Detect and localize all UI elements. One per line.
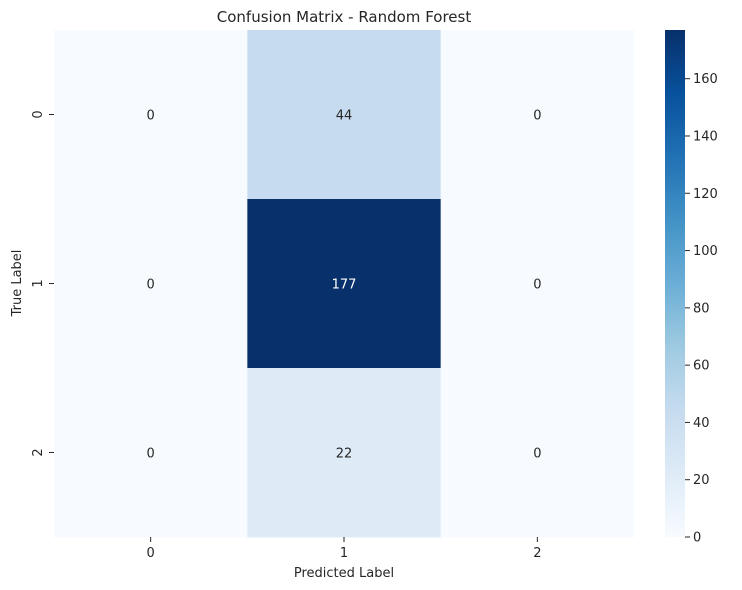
heatmap-cell-r1-c2 [440, 199, 635, 369]
colorbar: 0 20 40 60 80 100 120 140 160 [665, 30, 718, 546]
cell-value-r0-c1: 44 [336, 109, 353, 124]
colorbar-tick-label: 60 [693, 359, 710, 374]
heatmap-cell-r0-c1 [247, 30, 442, 200]
y-axis-label: True Label [10, 250, 25, 318]
chart-title: Confusion Matrix - Random Forest [217, 8, 472, 26]
cell-value-r0-c0: 0 [147, 109, 155, 124]
x-tick-label: 1 [340, 546, 348, 561]
cell-value-r0-c2: 0 [533, 109, 541, 124]
heatmap-cell-r2-c0 [54, 368, 248, 538]
cell-value-r1-c2: 0 [533, 278, 541, 293]
colorbar-tick-label: 20 [693, 473, 710, 488]
colorbar-ticks: 0 20 40 60 80 100 120 140 160 [685, 72, 718, 546]
colorbar-tick-label: 80 [693, 301, 710, 316]
x-tick-label: 2 [533, 546, 541, 561]
heatmap-cell-r0-c0 [54, 30, 248, 200]
heatmap-cell-r2-c1 [247, 368, 442, 538]
y-axis: 0 1 2 [31, 110, 54, 457]
y-tick-label: 2 [31, 448, 46, 456]
cell-value-r1-c0: 0 [147, 278, 155, 293]
x-axis-label: Predicted Label [294, 566, 394, 581]
cell-value-r1-c1: 177 [332, 278, 357, 293]
cell-value-r2-c0: 0 [147, 447, 155, 462]
y-tick-label: 1 [31, 279, 46, 287]
x-axis: 0 1 2 [147, 537, 541, 561]
colorbar-tick-label: 140 [693, 129, 718, 144]
heatmap-cells [54, 30, 635, 538]
heatmap-cell-r2-c2 [440, 368, 635, 538]
colorbar-tick-label: 40 [693, 416, 710, 431]
x-tick-label: 0 [147, 546, 155, 561]
colorbar-tick-label: 0 [693, 531, 701, 546]
y-tick-label: 0 [31, 110, 46, 118]
heatmap-cell-r0-c2 [440, 30, 635, 200]
heatmap-cell-r1-c0 [54, 199, 248, 369]
cell-annotations: 0 44 0 0 177 0 0 22 0 [147, 109, 542, 462]
colorbar-tick-label: 100 [693, 244, 718, 259]
cell-value-r2-c2: 0 [533, 447, 541, 462]
heatmap-cell-r1-c1 [247, 199, 442, 369]
colorbar-tick-label: 160 [693, 72, 718, 87]
colorbar-gradient [665, 30, 685, 537]
colorbar-tick-label: 120 [693, 187, 718, 202]
cell-value-r2-c1: 22 [336, 447, 353, 462]
